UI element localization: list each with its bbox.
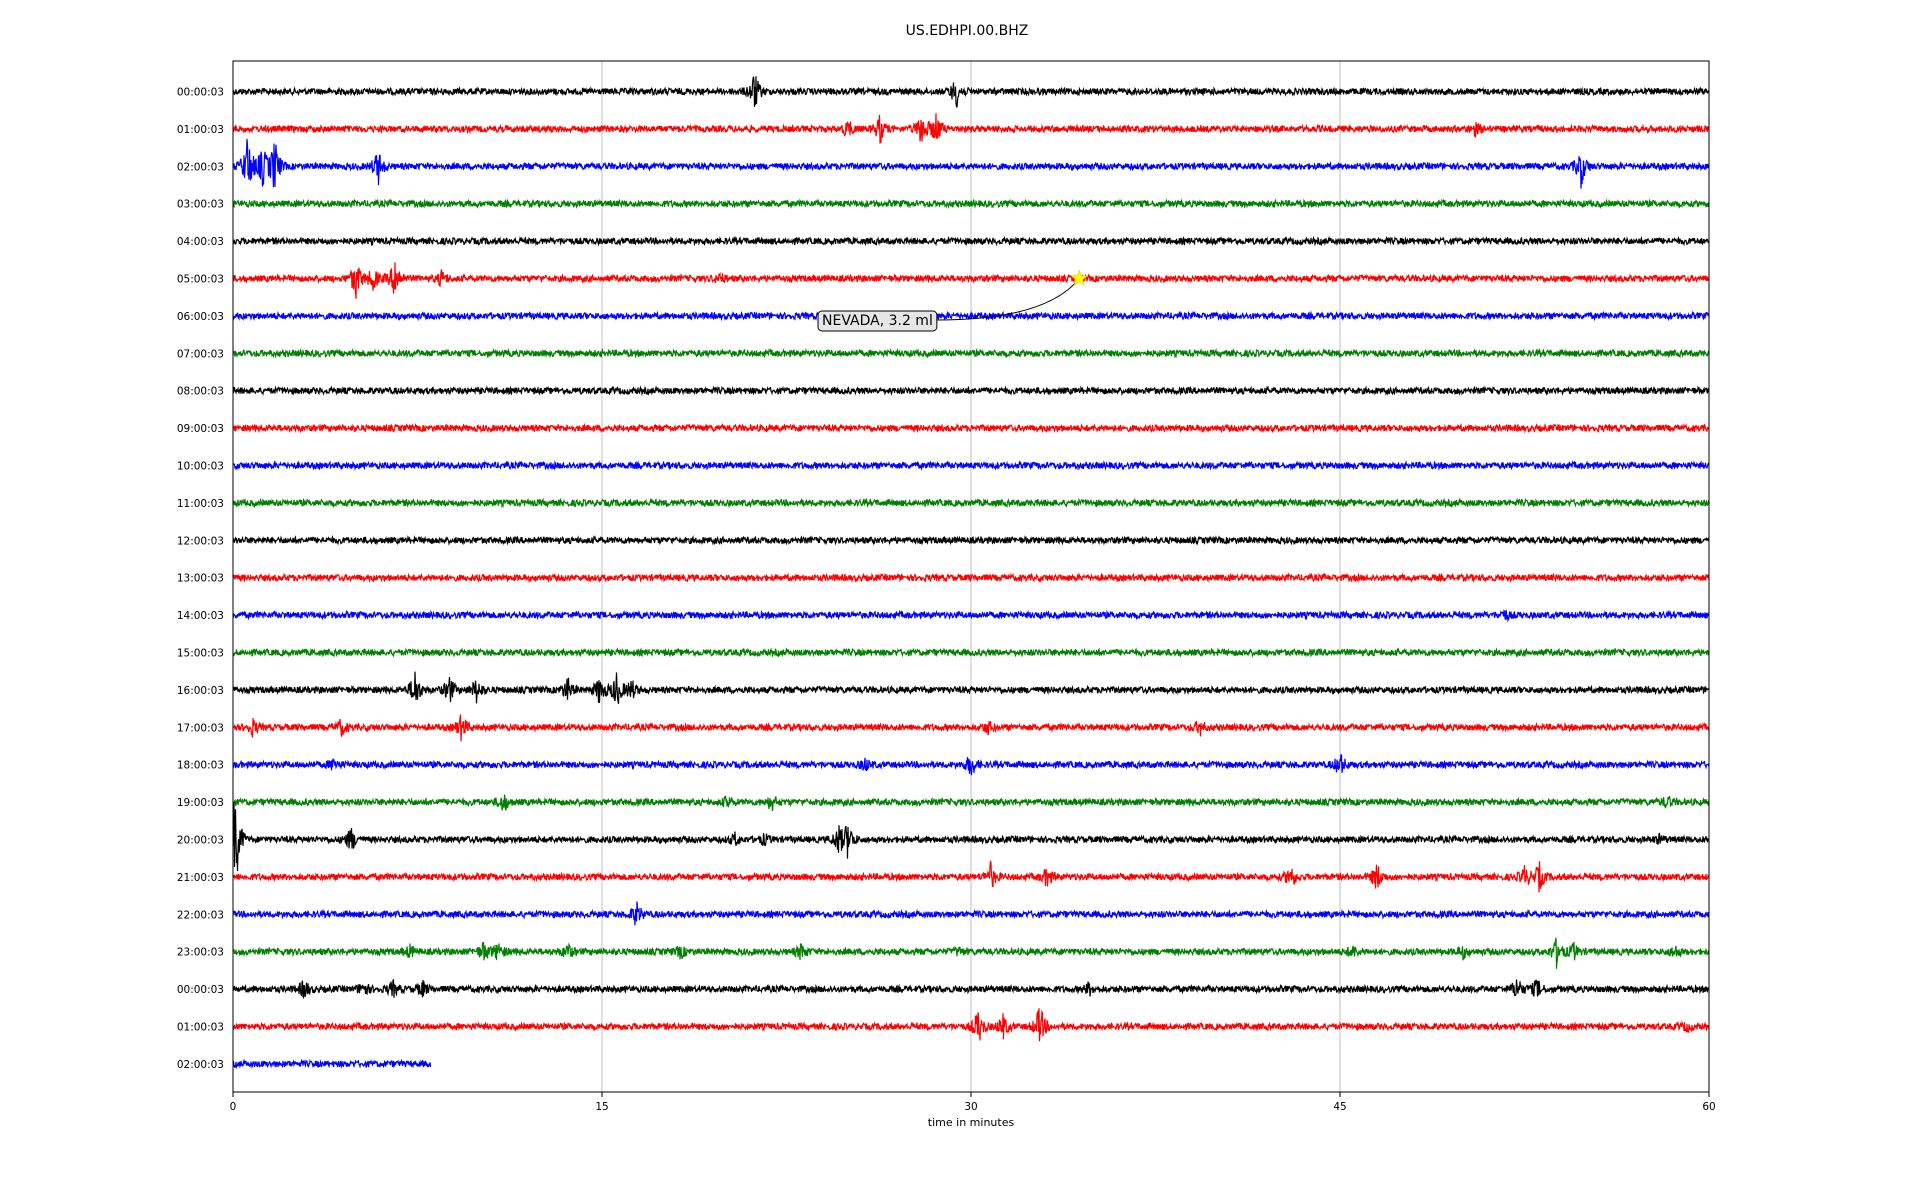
x-tick-label: 45 xyxy=(1333,1101,1346,1113)
row-label: 17:00:03 xyxy=(177,722,224,734)
row-label: 01:00:03 xyxy=(177,124,224,136)
trace-row xyxy=(232,138,1710,189)
trace-row xyxy=(232,422,1710,434)
trace-row xyxy=(232,385,1710,397)
trace-row xyxy=(232,794,1710,812)
trace-row xyxy=(232,753,1710,776)
row-label: 03:00:03 xyxy=(177,199,224,211)
row-label: 12:00:03 xyxy=(177,535,224,547)
row-label: 07:00:03 xyxy=(177,348,224,360)
x-axis-label: time in minutes xyxy=(928,1116,1015,1129)
row-label: 16:00:03 xyxy=(177,685,224,697)
trace-row xyxy=(232,979,1710,1000)
annotation-connector xyxy=(936,278,1080,321)
row-label: 06:00:03 xyxy=(177,311,224,323)
event-star-marker xyxy=(1070,269,1088,286)
row-label: 01:00:03 xyxy=(177,1022,224,1034)
trace-row xyxy=(232,860,1710,893)
trace-row xyxy=(232,901,1710,926)
row-label: 22:00:03 xyxy=(177,909,224,921)
row-label: 00:00:03 xyxy=(177,984,224,996)
trace-row xyxy=(232,609,1710,623)
row-label: 13:00:03 xyxy=(177,573,224,585)
trace-row xyxy=(232,262,1710,299)
chart-title: US.EDHPI.00.BHZ xyxy=(906,23,1029,39)
trace-row xyxy=(232,113,1710,144)
row-label: 15:00:03 xyxy=(177,648,224,660)
row-label: 19:00:03 xyxy=(177,797,224,809)
row-label: 20:00:03 xyxy=(177,835,224,847)
x-axis-ticks: 0 15 30 45 60 xyxy=(230,1092,1716,1113)
x-tick-label: 15 xyxy=(595,1101,608,1113)
trace-row xyxy=(232,802,1710,872)
row-label: 21:00:03 xyxy=(177,872,224,884)
row-label: 23:00:03 xyxy=(177,947,224,959)
trace-row xyxy=(232,572,1710,584)
trace-row xyxy=(232,534,1710,546)
trace-row xyxy=(232,671,1710,705)
row-label: 14:00:03 xyxy=(177,610,224,622)
annotation-box xyxy=(817,310,938,332)
row-label: 05:00:03 xyxy=(177,274,224,286)
x-tick-label: 0 xyxy=(230,1101,237,1113)
trace-row xyxy=(232,460,1710,471)
x-tick-label: 30 xyxy=(964,1101,977,1113)
x-tick-label: 60 xyxy=(1702,1101,1715,1113)
row-labels: 00:00:03 01:00:03 02:00:03 03:00:03 04:00:03… xyxy=(177,87,224,1071)
trace-row xyxy=(232,1008,1710,1042)
trace-rows xyxy=(232,76,1710,1070)
trace-row xyxy=(232,198,1710,210)
trace-row xyxy=(232,235,1710,247)
row-label: 18:00:03 xyxy=(177,760,224,772)
event-annotations: NEVADA, 3.2 ml xyxy=(817,269,1088,332)
row-label: 10:00:03 xyxy=(177,461,224,473)
row-label: 02:00:03 xyxy=(177,161,224,173)
trace-row xyxy=(232,497,1710,509)
trace-row xyxy=(232,937,1710,969)
trace-row xyxy=(232,347,1710,359)
row-label: 11:00:03 xyxy=(177,498,224,510)
trace-row xyxy=(232,647,1710,659)
row-label: 02:00:03 xyxy=(177,1059,224,1071)
trace-row xyxy=(232,76,1710,108)
trace-row xyxy=(232,714,1710,742)
row-label: 08:00:03 xyxy=(177,386,224,398)
trace-row xyxy=(232,1058,432,1070)
row-label: 09:00:03 xyxy=(177,423,224,435)
annotation-label: NEVADA, 3.2 ml xyxy=(822,313,933,329)
trace-row xyxy=(232,310,1710,322)
row-label: 04:00:03 xyxy=(177,236,224,248)
row-label: 00:00:03 xyxy=(177,87,224,99)
